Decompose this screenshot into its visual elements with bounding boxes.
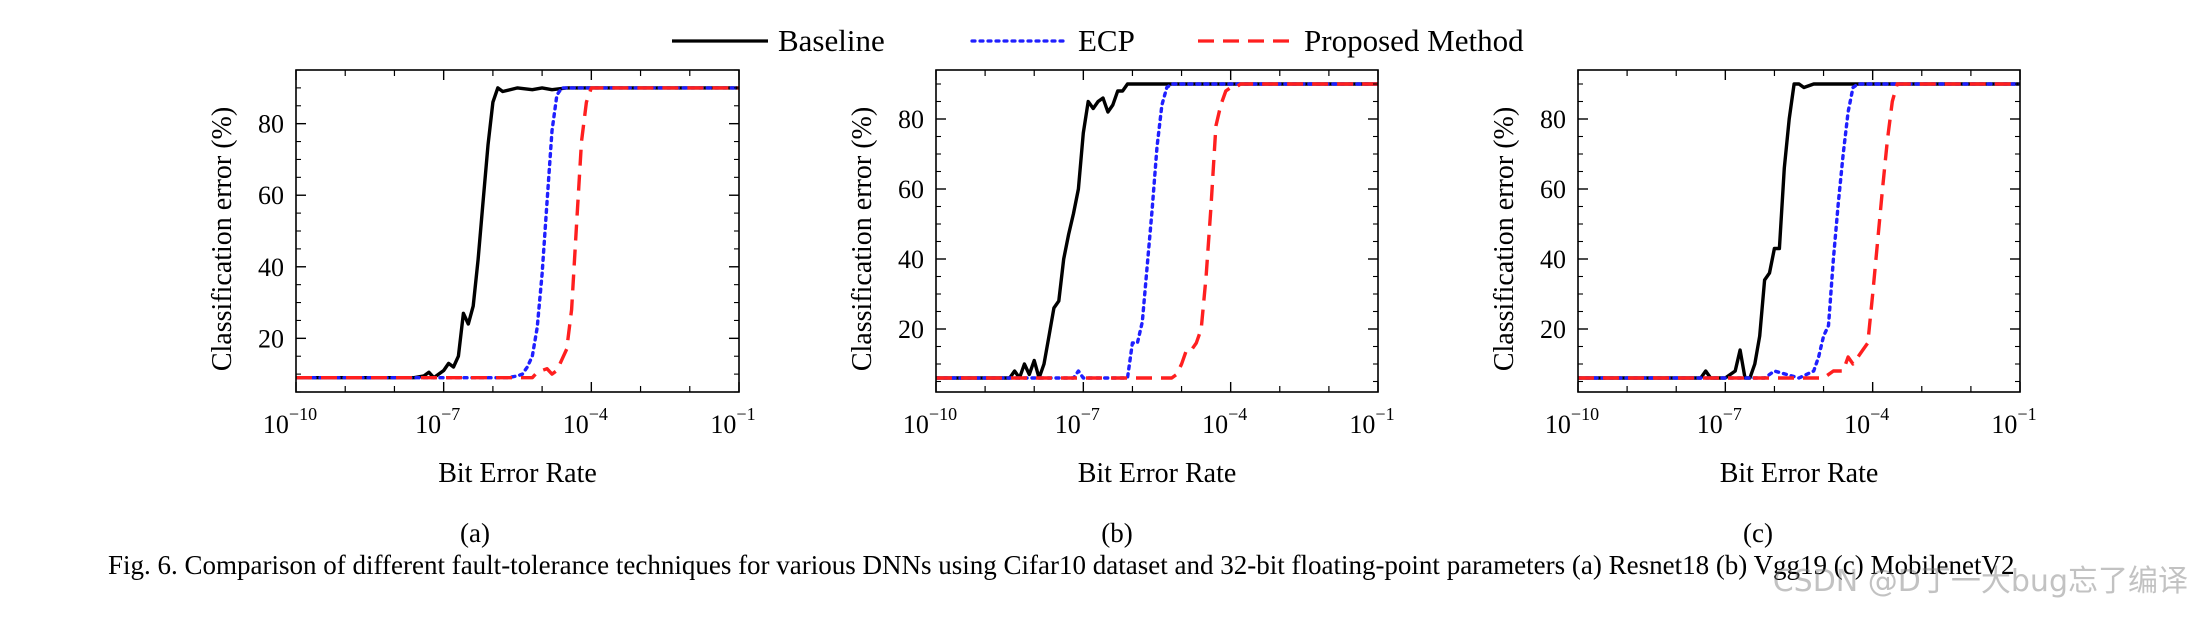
- plot-frame: [295, 69, 740, 393]
- series-line-baseline: [296, 86, 739, 380]
- legend-label-0: Baseline: [778, 23, 885, 58]
- y-tick-label: 40: [258, 253, 284, 282]
- subfigure-label: (c): [1743, 518, 1773, 548]
- y-axis-label: Classification error (%): [1489, 107, 1520, 371]
- y-tick-label: 20: [1540, 315, 1566, 344]
- series-line-proposed-method: [296, 86, 739, 380]
- y-tick-label: 60: [898, 175, 924, 204]
- y-tick-label: 60: [1540, 175, 1566, 204]
- y-tick-label: 20: [898, 315, 924, 344]
- y-tick-label: 80: [898, 105, 924, 134]
- x-tick-label: 10−7: [1055, 404, 1100, 439]
- series-line-proposed-method: [1578, 82, 2020, 380]
- series-line-ecp: [936, 82, 1378, 380]
- y-tick-label: 20: [258, 324, 284, 353]
- x-tick-label: 10−10: [903, 404, 957, 439]
- y-tick-label: 80: [258, 110, 284, 139]
- legend-label-1: ECP: [1078, 23, 1135, 58]
- x-tick-label: 10−7: [1697, 404, 1742, 439]
- y-tick-label: 40: [898, 245, 924, 274]
- series-line-ecp: [1578, 82, 2020, 380]
- x-tick-label: 10−1: [1991, 404, 2036, 439]
- legend-label-2: Proposed Method: [1304, 23, 1524, 58]
- x-tick-label: 10−10: [263, 404, 317, 439]
- series-line-baseline: [1578, 82, 2020, 380]
- plot-frame: [1577, 69, 2021, 393]
- y-tick-label: 40: [1540, 245, 1566, 274]
- x-axis-label: Bit Error Rate: [438, 458, 597, 489]
- x-tick-label: 10−1: [710, 404, 755, 439]
- y-axis-label: Classification error (%): [207, 107, 238, 371]
- plot-frame: [935, 69, 1379, 393]
- panel-c: 10−10 10−7 10−4 10−1 20 40 60 80 Bit Error Rate C…: [1489, 69, 2037, 548]
- x-tick-label: 10−4: [563, 404, 608, 439]
- x-tick-label: 10−7: [415, 404, 460, 439]
- x-tick-label: 10−1: [1349, 404, 1394, 439]
- panel-a: 10−10 10−7 10−4 10−1 20 40 60 80 Bit Error Rate C…: [207, 69, 756, 548]
- x-tick-label: 10−4: [1202, 404, 1247, 439]
- series-line-baseline: [936, 82, 1378, 380]
- panel-b: 10−10 10−7 10−4 10−1 20 40 60 80 Bit Error Rate C…: [847, 69, 1395, 548]
- y-tick-label: 60: [258, 181, 284, 210]
- series-line-proposed-method: [936, 82, 1378, 380]
- series-line-ecp: [296, 86, 739, 380]
- y-axis-label: Classification error (%): [847, 107, 878, 371]
- watermark: CSDN @D丁一大bug忘了编译: [1772, 564, 2188, 599]
- x-axis-label: Bit Error Rate: [1720, 458, 1879, 489]
- x-tick-label: 10−4: [1844, 404, 1889, 439]
- x-axis-label: Bit Error Rate: [1078, 458, 1237, 489]
- x-tick-label: 10−10: [1545, 404, 1599, 439]
- y-tick-label: 80: [1540, 105, 1566, 134]
- subfigure-label: (a): [460, 518, 490, 548]
- subfigure-label: (b): [1101, 518, 1132, 548]
- figure-caption: Fig. 6. Comparison of different fault-to…: [108, 550, 2015, 580]
- legend: Baseline ECP Proposed Method: [672, 23, 1524, 58]
